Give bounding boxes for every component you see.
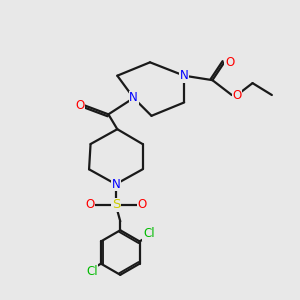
Text: Cl: Cl — [143, 227, 154, 240]
Text: O: O — [225, 56, 234, 69]
Text: N: N — [129, 92, 138, 104]
Text: O: O — [85, 199, 94, 212]
Text: O: O — [137, 199, 147, 212]
Text: S: S — [112, 199, 120, 212]
Text: N: N — [180, 69, 189, 82]
Text: N: N — [111, 178, 120, 191]
Text: Cl: Cl — [86, 265, 98, 278]
Text: O: O — [232, 88, 242, 101]
Text: O: O — [76, 99, 85, 112]
